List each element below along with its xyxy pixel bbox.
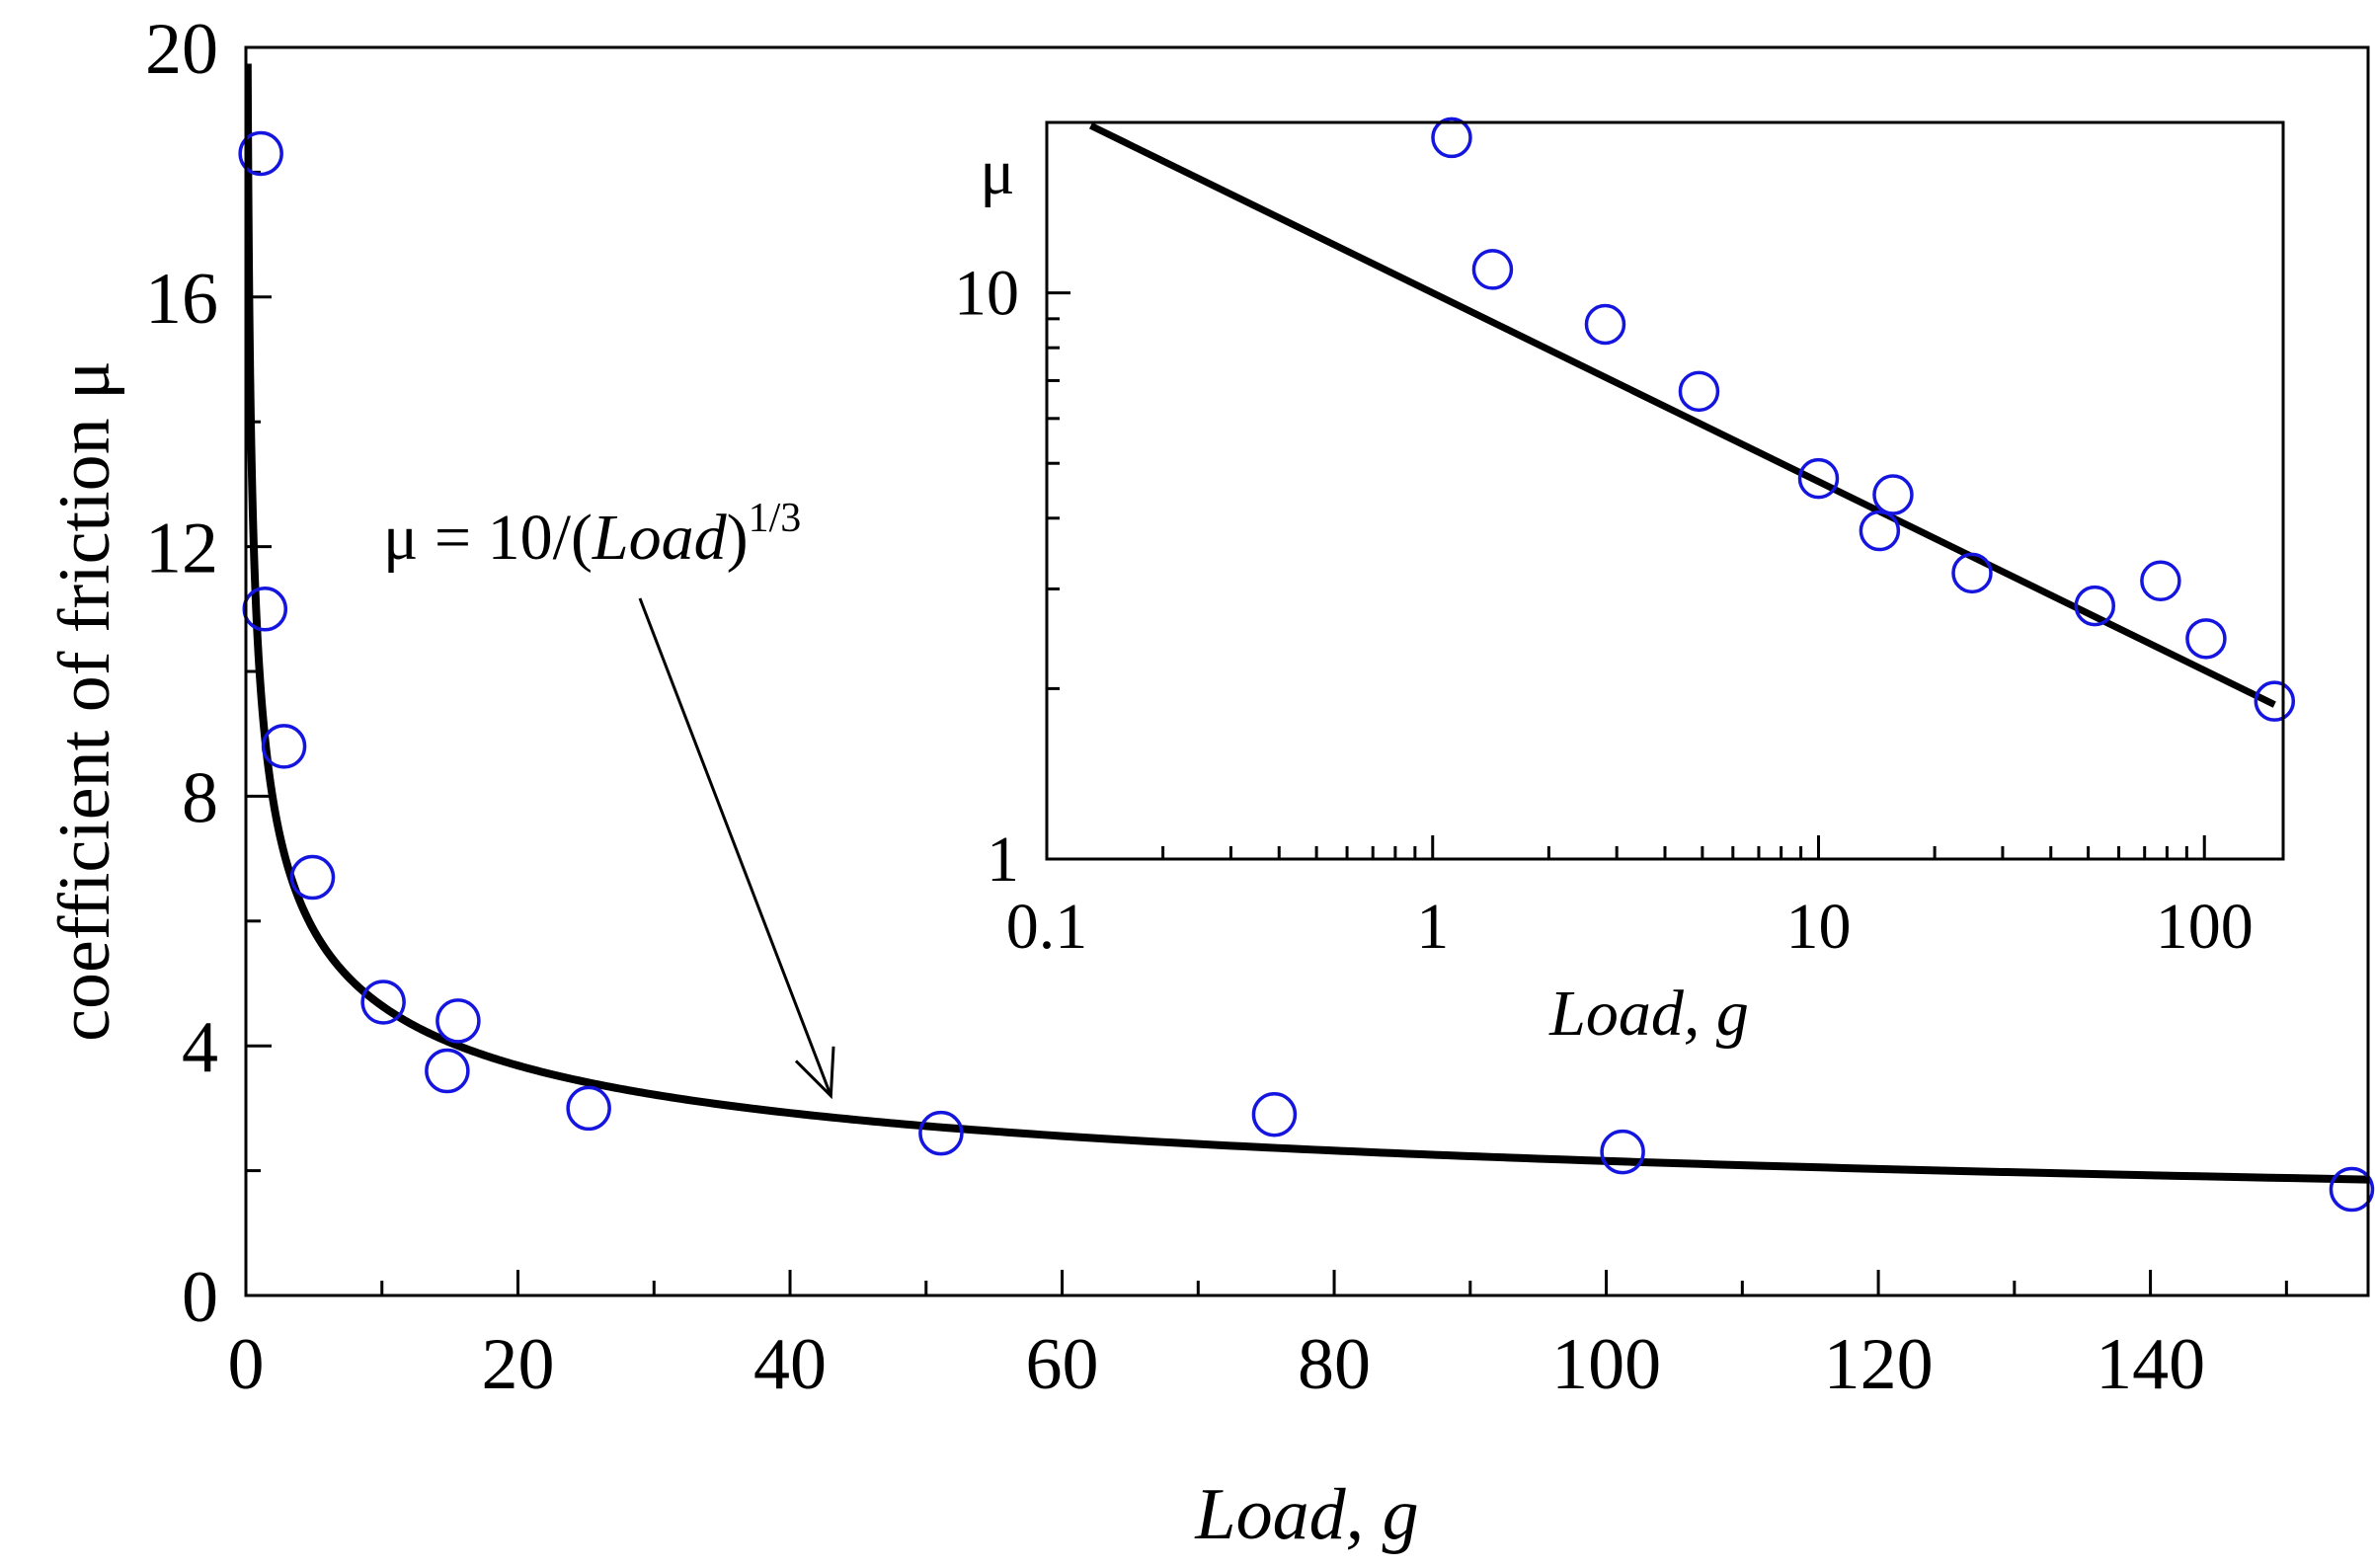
y-tick-label: 4 xyxy=(182,1007,218,1088)
inset-x-tick-label: 1 xyxy=(1416,891,1449,963)
annotation-arrowhead xyxy=(794,1046,835,1100)
main-data-point xyxy=(261,724,307,769)
inset-data-point xyxy=(1678,370,1720,413)
y-tick-label: 8 xyxy=(182,757,218,838)
main-tick-labels: 0 20 40 60 80 100 120 140 0 4 8 12 16 20 xyxy=(145,9,2205,1405)
x-tick-label: 120 xyxy=(1824,1324,1934,1405)
fit-equation-superscript: 1/3 xyxy=(749,496,802,541)
x-tick-label: 100 xyxy=(1551,1324,1661,1405)
inset-data-point xyxy=(1872,474,1914,515)
main-data-layer xyxy=(238,63,2375,1213)
fit-equation-italic: Load xyxy=(592,502,728,574)
x-tick-label: 140 xyxy=(2096,1324,2205,1405)
inset-data-point xyxy=(2254,680,2296,722)
main-data-point xyxy=(1600,1129,1645,1175)
y-tick-label: 12 xyxy=(145,509,218,589)
inset-x-tick-label: 0.1 xyxy=(1006,891,1088,963)
inset-data-point xyxy=(2140,560,2181,602)
annotation-arrow xyxy=(638,597,832,1097)
x-tick-label: 40 xyxy=(753,1324,827,1405)
main-data-point xyxy=(1251,1091,1298,1137)
main-data-point xyxy=(360,980,406,1025)
y-tick-label: 20 xyxy=(145,9,218,90)
inset-data-layer xyxy=(1088,117,2296,722)
inset-y-tick-label: 10 xyxy=(954,258,1019,330)
main-plot-frame xyxy=(244,45,2370,1297)
x-tick-label: 80 xyxy=(1298,1324,1371,1405)
fit-equation-label: μ = 10/(Load)1/3 xyxy=(383,496,801,574)
main-data-point xyxy=(425,1048,470,1094)
inset-data-point xyxy=(1951,552,1993,594)
y-tick-label: 16 xyxy=(145,259,218,340)
inset-x-tick-label: 100 xyxy=(2156,891,2254,963)
fit-equation-prefix: μ = 10/( xyxy=(383,502,593,574)
fit-equation-annotation: μ = 10/(Load)1/3 xyxy=(383,496,835,1100)
inset-y-tick-label: 1 xyxy=(987,823,1019,896)
inset-data-point xyxy=(2185,618,2227,660)
inset-plot-frame xyxy=(1045,120,2285,861)
x-tick-label: 20 xyxy=(482,1324,555,1405)
inset-x-axis-title: Load, g xyxy=(1548,978,1749,1050)
inset-data-point xyxy=(2074,585,2116,627)
inset-background xyxy=(1047,122,2283,859)
inset-y-axis-title: μ xyxy=(980,136,1014,208)
inset-data-point xyxy=(1797,457,1840,500)
main-data-point xyxy=(435,998,481,1044)
inset-data-point xyxy=(1431,117,1472,159)
x-tick-label: 0 xyxy=(228,1324,265,1405)
main-y-axis-title: coefficient of friction μ xyxy=(44,360,125,1042)
main-data-point xyxy=(289,854,336,901)
inset-data-point xyxy=(1859,510,1901,552)
main-data-point xyxy=(2329,1166,2375,1213)
main-data-point xyxy=(566,1085,611,1132)
inset-data-point xyxy=(1471,249,1514,290)
inset-axis-ticks xyxy=(1045,120,2206,861)
main-fit-line xyxy=(246,63,2369,1184)
main-x-axis-title: Load, g xyxy=(1194,1474,1418,1555)
inset-data-point xyxy=(1584,303,1626,346)
y-tick-label: 0 xyxy=(182,1257,218,1338)
x-tick-label: 60 xyxy=(1026,1324,1099,1405)
main-data-point xyxy=(238,130,283,177)
main-data-point xyxy=(918,1110,964,1156)
inset-x-tick-label: 10 xyxy=(1785,891,1851,963)
main-data-point xyxy=(242,587,288,632)
fit-equation-suffix: ) xyxy=(727,502,749,574)
